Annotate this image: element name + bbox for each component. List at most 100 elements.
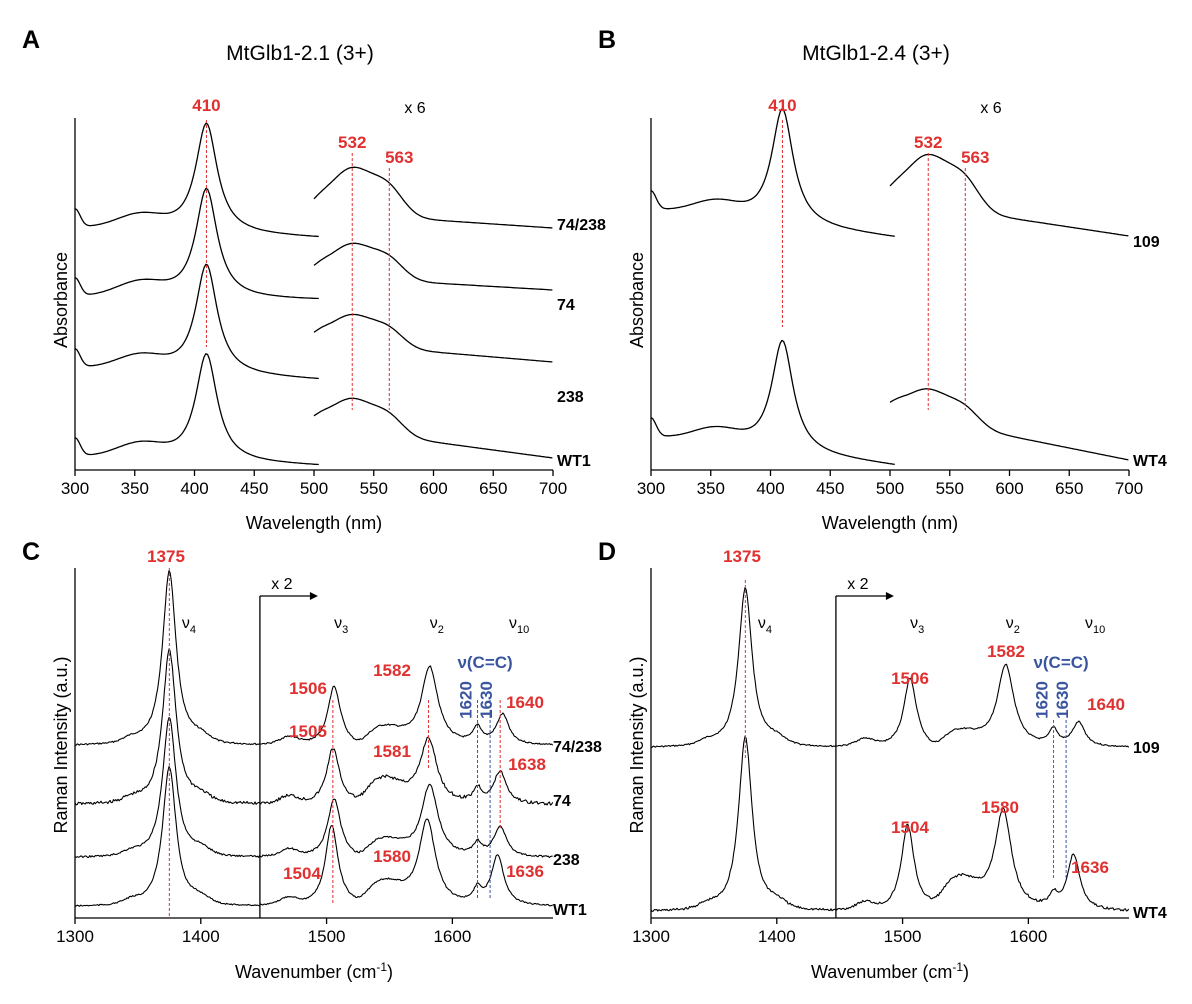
band-label-2-symbol: ν (1006, 615, 1014, 632)
x-tick-label: 1600 (1009, 927, 1047, 946)
x-tick-label: 400 (756, 479, 784, 498)
q-band-trace (313, 166, 553, 229)
q-band-trace (313, 242, 553, 291)
chart-title: MtGlb1-2.4 (3+) (802, 42, 950, 65)
y-axis-label: Raman Intensity (a.u.) (627, 656, 647, 833)
x-tick-label: 450 (816, 479, 844, 498)
panel-b: B MtGlb1-2.4 (3+) 300 350 400 450 500 550 600 650… (598, 26, 1167, 533)
raman-trace (74, 766, 553, 907)
raman-trace (651, 587, 1130, 748)
sample-label: 238 (553, 852, 580, 869)
peak-label-410: 410 (192, 96, 220, 115)
chart-title: MtGlb1-2.1 (3+) (226, 42, 374, 65)
x-tick-label: 1400 (758, 927, 796, 946)
band-label-10: ν10 (1085, 615, 1105, 636)
band-label-10: ν10 (509, 615, 529, 636)
sample-label: 74 (553, 793, 571, 810)
scale-note: x 6 (404, 100, 425, 117)
band-label-2: ν2 (1006, 615, 1020, 636)
sample-label: WT4 (1133, 905, 1167, 922)
raman-trace (650, 735, 1130, 912)
sample-label: 74 (557, 297, 575, 314)
soret-trace (74, 353, 319, 466)
x-tick-label: 600 (419, 479, 447, 498)
x-tick-label: 550 (360, 479, 388, 498)
band-label-3: ν3 (910, 615, 924, 636)
band-label-4-subscript: 4 (190, 624, 196, 636)
vinyl-band-1620: 1620 (457, 681, 476, 719)
x-axis-label-end: ) (963, 962, 969, 982)
q-band-trace (889, 388, 1129, 461)
y-axis-label: Raman Intensity (a.u.) (51, 656, 71, 833)
peak-label-563: 563 (385, 148, 413, 167)
band-label-4-subscript: 4 (766, 624, 772, 636)
band-label-3-subscript: 3 (918, 624, 924, 636)
peak-label-1581: 1581 (373, 742, 411, 761)
band-label-4-symbol: ν (182, 615, 190, 632)
sample-label: WT1 (557, 453, 591, 470)
band-label-10-symbol: ν (1085, 615, 1093, 632)
peak-label-1636: 1636 (506, 862, 544, 881)
q-band-trace (889, 153, 1129, 237)
sample-label: 109 (1133, 234, 1160, 251)
x-tick-label: 1400 (182, 927, 220, 946)
peak-label-1582: 1582 (987, 642, 1025, 661)
peak-label-1505: 1505 (289, 722, 327, 741)
peak-label-1506: 1506 (289, 679, 327, 698)
band-label-10-subscript: 10 (1093, 624, 1105, 636)
band-label-2-subscript: 2 (438, 624, 444, 636)
x-axis-label-main: Wavenumber (cm (235, 962, 376, 982)
scale-note: x 6 (980, 100, 1001, 117)
raman-trace (74, 648, 554, 806)
peak-label-1506: 1506 (891, 669, 929, 688)
band-label-2: ν2 (430, 615, 444, 636)
x-axis-label: Wavenumber (cm-1) (235, 960, 393, 982)
x-tick-label: 1500 (884, 927, 922, 946)
peak-label-1638: 1638 (508, 755, 546, 774)
x-tick-label: 700 (539, 479, 567, 498)
peak-label-410: 410 (768, 96, 796, 115)
x-tick-label: 650 (479, 479, 507, 498)
peak-label-1375: 1375 (723, 547, 761, 566)
sample-label: WT1 (553, 902, 587, 919)
panel-letter: A (22, 26, 40, 54)
scale-arrow-head (885, 592, 894, 600)
peak-label-1504: 1504 (283, 864, 321, 883)
peak-label-532: 532 (338, 133, 366, 152)
peak-label-532: 532 (914, 133, 942, 152)
band-label-3: ν3 (334, 615, 348, 636)
x-tick-label: 400 (180, 479, 208, 498)
x-tick-label: 550 (936, 479, 964, 498)
panel-d: D 1300 1400 1500 1600 Wavenumber (cm-1) Raman … (598, 538, 1167, 982)
peak-label-1504: 1504 (891, 818, 929, 837)
band-label-2-symbol: ν (430, 615, 438, 632)
panel-c: C 1300 1400 1500 1600 Wavenumber (cm-1) Raman … (22, 538, 602, 982)
scale-arrow-head (309, 592, 318, 600)
raman-trace (75, 570, 554, 746)
y-axis-label: Absorbance (627, 252, 647, 348)
peak-label-1636: 1636 (1071, 858, 1109, 877)
peak-label-1640: 1640 (506, 693, 544, 712)
peak-label-563: 563 (961, 148, 989, 167)
vinyl-label: ν(C=C) (1033, 653, 1088, 672)
soret-trace (74, 122, 319, 238)
sample-label: WT4 (1133, 453, 1167, 470)
vinyl-band-1630: 1630 (1053, 681, 1072, 719)
band-label-2-subscript: 2 (1014, 624, 1020, 636)
x-tick-label: 1300 (632, 927, 670, 946)
scale-note: x 2 (271, 576, 292, 593)
x-tick-label: 1500 (308, 927, 346, 946)
vinyl-band-1630: 1630 (477, 681, 496, 719)
peak-label-1582: 1582 (373, 661, 411, 680)
soret-trace (650, 108, 895, 237)
band-label-10-symbol: ν (509, 615, 517, 632)
x-axis-label-main: Wavenumber (cm (811, 962, 952, 982)
band-label-3-subscript: 3 (342, 624, 348, 636)
vinyl-band-1620: 1620 (1033, 681, 1052, 719)
x-tick-label: 300 (61, 479, 89, 498)
x-axis-label: Wavelength (nm) (822, 513, 958, 533)
x-axis-label-superscript: -1 (952, 960, 963, 974)
soret-trace (650, 339, 895, 465)
x-tick-label: 700 (1115, 479, 1143, 498)
